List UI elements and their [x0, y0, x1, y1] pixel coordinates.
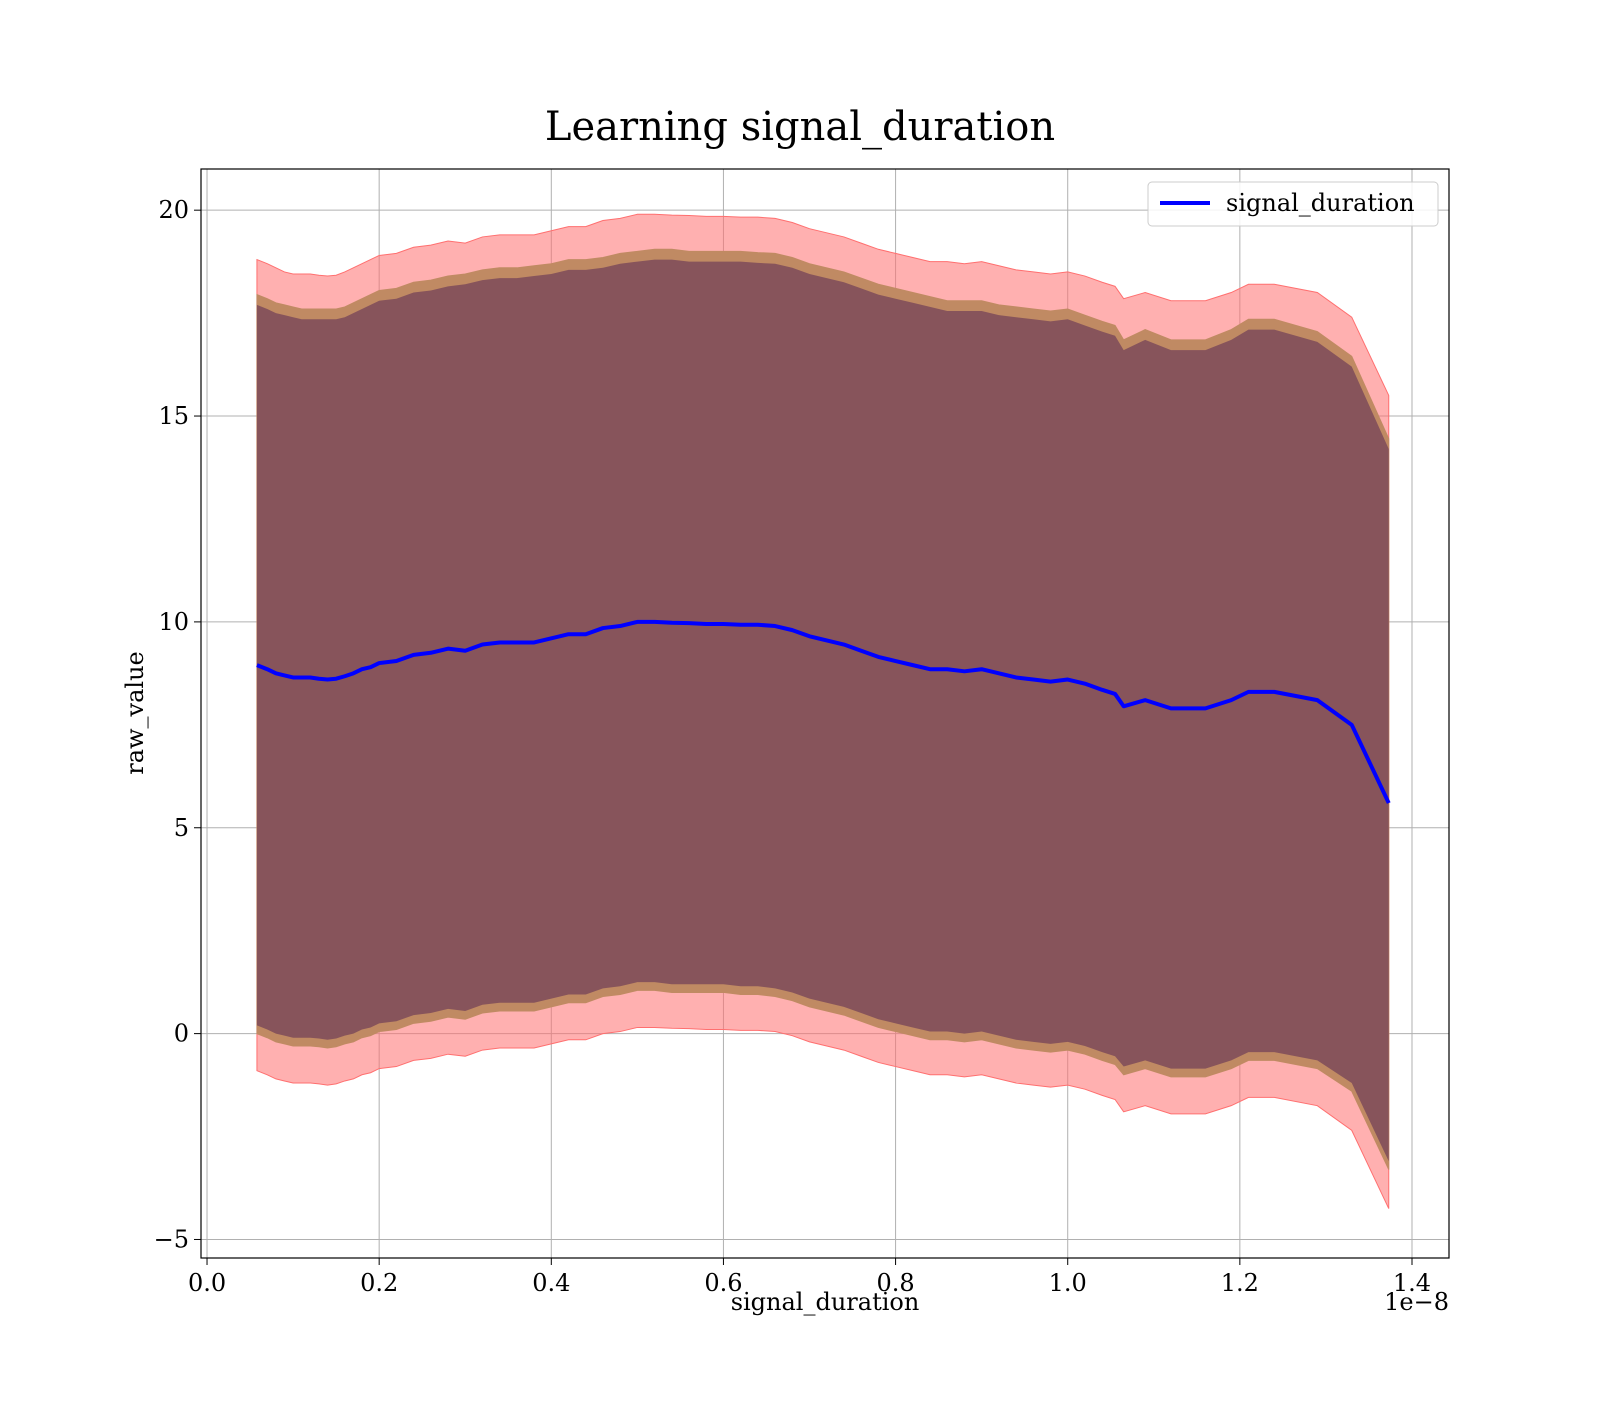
legend-box	[1147, 181, 1439, 227]
x-tick-label: 0.0	[188, 1269, 226, 1297]
plot-frame	[200, 168, 1450, 1259]
x-tick-label: 0.4	[532, 1269, 570, 1297]
x-axis-offset-label: 1e−8	[1384, 1288, 1449, 1316]
x-tick-label: 0.2	[360, 1269, 398, 1297]
series-lines	[256, 619, 1391, 804]
y-tick-label: 10	[158, 608, 189, 636]
y-tick-label: 0	[174, 1020, 189, 1048]
inner-confidence-band	[256, 259, 1389, 1162]
y-tick-label: −5	[154, 1225, 189, 1253]
x-tick-label: 0.8	[876, 1269, 914, 1297]
legend: signal_duration	[1147, 181, 1439, 227]
y-tick-label: 5	[174, 814, 189, 842]
x-tick-label: 1.2	[1221, 1269, 1259, 1297]
y-tick-label: 15	[158, 402, 189, 430]
chart-title: Learning signal_duration	[545, 104, 1055, 150]
y-tick-label: 20	[158, 196, 189, 224]
y-axis-label: raw_value	[121, 651, 149, 775]
y-axis-ticks: −5 0 5 10 15 20	[154, 196, 201, 1253]
series-line-signal_duration	[256, 619, 1391, 804]
x-tick-label: 1.4	[1393, 1269, 1431, 1297]
x-axis-ticks: 0.0 0.2 0.4 0.6 0.8 1.0 1.2 1.4	[188, 1258, 1431, 1297]
legend-label: signal_duration	[1226, 189, 1415, 217]
confidence-bands	[256, 213, 1390, 1209]
x-axis-label: signal_duration	[731, 1288, 920, 1316]
x-tick-label: 0.6	[704, 1269, 742, 1297]
x-tick-label: 1.0	[1049, 1269, 1087, 1297]
